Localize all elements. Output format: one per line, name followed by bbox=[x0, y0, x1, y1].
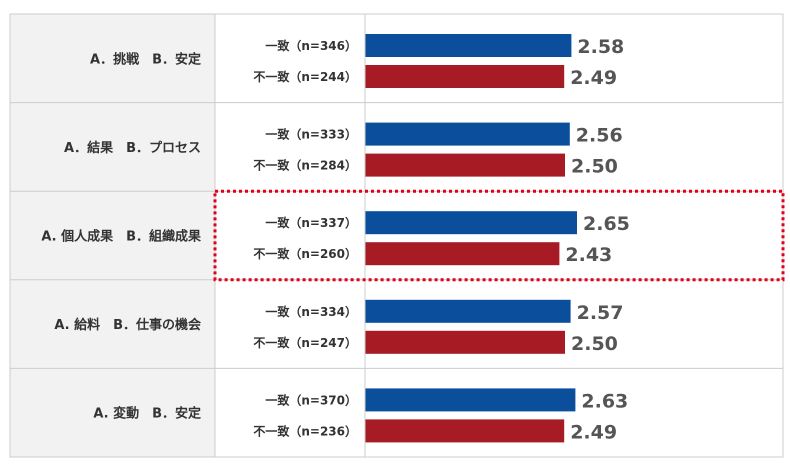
data-label: 2.49 bbox=[570, 67, 617, 89]
bar-category-label: 不一致（n=236） bbox=[253, 423, 357, 438]
bar bbox=[365, 419, 565, 443]
bar bbox=[365, 388, 576, 412]
group-label: A. 給料 B．仕事の機会 bbox=[54, 317, 202, 333]
data-label: 2.43 bbox=[565, 244, 612, 266]
bar-category-label: 一致（n=370） bbox=[265, 392, 357, 407]
bar-category-label: 不一致（n=284） bbox=[253, 158, 357, 173]
data-label: 2.49 bbox=[570, 421, 617, 443]
group-label-column bbox=[10, 14, 215, 457]
bar-category-label: 一致（n=334） bbox=[265, 304, 357, 319]
highlight-box bbox=[213, 189, 785, 282]
group-label: A．挑戦 B．安定 bbox=[90, 51, 201, 67]
bar bbox=[365, 153, 565, 177]
bar-category-label: 一致（n=333） bbox=[265, 127, 357, 142]
bar bbox=[365, 299, 571, 323]
bar bbox=[365, 34, 572, 57]
bar-category-label: 一致（n=337） bbox=[265, 215, 357, 230]
data-label: 2.58 bbox=[577, 36, 624, 58]
group-label: A．結果 B．プロセス bbox=[64, 140, 201, 156]
data-label: 2.50 bbox=[571, 333, 618, 355]
group-label: A. 変動 B．安定 bbox=[93, 406, 201, 422]
data-label: 2.57 bbox=[577, 302, 624, 324]
data-label: 2.65 bbox=[583, 213, 630, 235]
bar bbox=[365, 242, 560, 266]
bar-category-label: 不一致（n=244） bbox=[253, 69, 357, 84]
bar-category-label: 一致（n=346） bbox=[265, 38, 357, 53]
group-label: A. 個人成果 B．組織成果 bbox=[41, 229, 201, 245]
bar bbox=[365, 122, 570, 146]
bar-category-label: 不一致（n=247） bbox=[253, 335, 357, 350]
bar bbox=[365, 330, 565, 354]
bar-category-label: 不一致（n=260） bbox=[253, 246, 357, 261]
data-label: 2.50 bbox=[571, 156, 618, 178]
bar bbox=[365, 65, 565, 88]
data-label: 2.56 bbox=[576, 125, 623, 147]
bar bbox=[365, 211, 577, 235]
data-label: 2.63 bbox=[581, 390, 628, 412]
